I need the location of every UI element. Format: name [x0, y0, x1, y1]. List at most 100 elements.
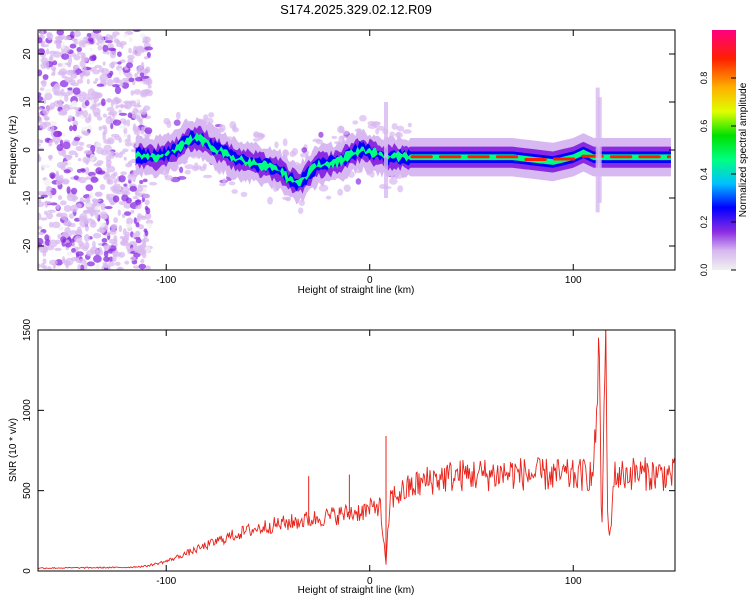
spectrogram-noise-cell: [57, 195, 63, 201]
spectrogram-noise-cell: [85, 184, 94, 192]
spectrogram-noise-cell: [114, 98, 123, 104]
snr-y-ticks: 0 500 1000 1500: [22, 318, 675, 574]
spectrogram-noise-cell: [100, 149, 108, 156]
spectrogram-noise-cell: [72, 87, 81, 95]
spectrogram-noise-cell: [407, 122, 412, 128]
spectrogram-noise-cell: [282, 138, 288, 147]
spectrogram-noise-cell: [78, 141, 85, 146]
spectrogram-noise-cell: [111, 255, 117, 262]
spectrogram-noise-cell: [117, 61, 122, 65]
spectrogram-x-tick-label: 0: [367, 275, 373, 286]
snr-frame: [37, 329, 676, 572]
spectrogram-noise-cell: [121, 81, 130, 89]
spectrogram-noise-cell: [73, 136, 81, 142]
spectrogram-noise-cell: [78, 176, 87, 184]
spectrogram-noise-cell: [84, 233, 90, 242]
spectrogram-noise-cell: [38, 226, 43, 230]
spectrogram-noise-cell: [40, 217, 48, 221]
spectrogram-noise-cell: [144, 199, 150, 206]
spectrogram-y-tick-label: 10: [22, 96, 33, 108]
spectrogram-noise-cell: [123, 120, 127, 126]
spectrogram-noise-cell: [85, 176, 91, 180]
spectrogram-noise-cell: [38, 143, 41, 147]
spectrogram-noise-cell: [118, 109, 122, 114]
spectrogram-noise-cell: [291, 147, 299, 156]
spectrogram-noise-cell: [45, 185, 53, 192]
spectrogram-noise-cell: [104, 34, 113, 42]
spectrogram-noise-cell: [93, 80, 98, 85]
spectrogram-noise-cell: [298, 199, 305, 206]
spectrogram-noise-cell: [42, 108, 50, 115]
spectrogram-noise-cell: [359, 115, 367, 122]
spectrogram-noise-cell: [142, 186, 147, 193]
spectrogram-noise-cell: [63, 104, 68, 110]
spectrogram-noise-cell: [232, 127, 240, 133]
spectrogram-noise-cell: [42, 121, 51, 127]
spectrogram-noise-cell: [108, 261, 115, 267]
spectrogram-noise-cell: [148, 181, 158, 186]
spectrogram-noise-cell: [57, 234, 61, 240]
spectrogram-noise-cell: [95, 142, 102, 148]
spectrogram-noise-cell: [76, 46, 82, 53]
spectrogram-noise-cell: [135, 222, 140, 228]
spectrogram-noise-cell: [78, 215, 87, 222]
spectrogram-y-tick-label: 20: [22, 48, 33, 60]
spectrogram-noise-cell: [79, 243, 85, 250]
spectrogram-noise-cell: [184, 169, 191, 175]
spectrogram-noise-cell: [86, 261, 95, 267]
spectrogram-noise-cell: [71, 140, 79, 146]
spectrogram-noise-cell: [106, 78, 114, 87]
spectrogram-noise-cell: [97, 45, 103, 51]
spectrogram-noise-cell: [352, 120, 359, 125]
spectrogram-noise-cell: [63, 169, 71, 174]
spectrogram-noise-cell: [127, 173, 133, 181]
snr-x-tick-label: 0: [367, 576, 373, 587]
colorbar-label: Normalized spectral amplitude: [738, 82, 749, 217]
spectrogram-noise-cell: [76, 168, 82, 174]
spectrogram-noise-cell: [135, 205, 142, 210]
spectrogram-noise-cell: [100, 98, 106, 107]
spectrogram-noise-cell: [146, 51, 151, 59]
spectrogram-noise-cell: [123, 201, 132, 209]
spectrogram-noise-cell: [91, 209, 101, 213]
spectrogram-ridge-core: [467, 155, 490, 159]
spectrogram-noise-cell: [50, 66, 57, 71]
spectrogram-noise-cell: [57, 71, 67, 76]
spectrogram-noise-cell: [135, 199, 142, 206]
spectrogram-noise-cell: [83, 66, 87, 74]
spectrogram-noise-cell: [71, 38, 77, 42]
spectrogram-noise-cell: [38, 69, 43, 77]
spectrogram-noise-cell: [40, 194, 48, 198]
spectrogram-noise-cell: [89, 47, 93, 52]
spectrogram-noise-cell: [103, 267, 109, 270]
spectrogram-noise-cell: [240, 191, 248, 198]
spectrogram-noise-cell: [80, 52, 85, 59]
spectrogram-noise-cell: [61, 62, 66, 70]
spectrogram-noise-cell: [130, 90, 135, 96]
spectrogram-noise-cell: [107, 47, 117, 52]
spectrogram-noise-cell: [102, 44, 109, 52]
spectrogram-noise-cell: [318, 184, 329, 192]
spectrogram-noise-cell: [109, 152, 115, 159]
spectrogram-noise-cell: [145, 265, 151, 270]
spectrogram-x-tick-label: 100: [565, 275, 582, 286]
spectrogram-noise-cell: [38, 37, 43, 44]
spectrogram-noise-cell: [147, 84, 152, 89]
spectrogram-noise-cell: [136, 46, 145, 54]
spectrogram-noise-cell: [128, 77, 135, 83]
snr-y-axis-label: SNR (10 * v/v): [8, 418, 19, 482]
spectrogram-noise-cell: [84, 167, 90, 175]
colorbar-gradient: [712, 30, 736, 270]
spectrogram-noise-cell: [124, 260, 130, 265]
spectrogram-noise-cell: [203, 114, 209, 120]
colorbar-ticks: 0.0 0.2 0.4 0.6 0.8: [699, 72, 736, 276]
spectrogram-noise-cell: [84, 43, 92, 47]
spectrogram-noise-cell: [112, 195, 120, 203]
snr-y-tick-label: 500: [22, 482, 33, 499]
spectrogram-noise-cell: [106, 178, 114, 185]
spectrogram-noise-cell: [139, 180, 144, 184]
spectrogram-noise-cell: [56, 144, 64, 152]
spectrogram-noise-cell: [70, 82, 80, 87]
spectrogram-noise-cell: [60, 88, 65, 97]
spectrogram-noise-cell: [53, 130, 62, 138]
